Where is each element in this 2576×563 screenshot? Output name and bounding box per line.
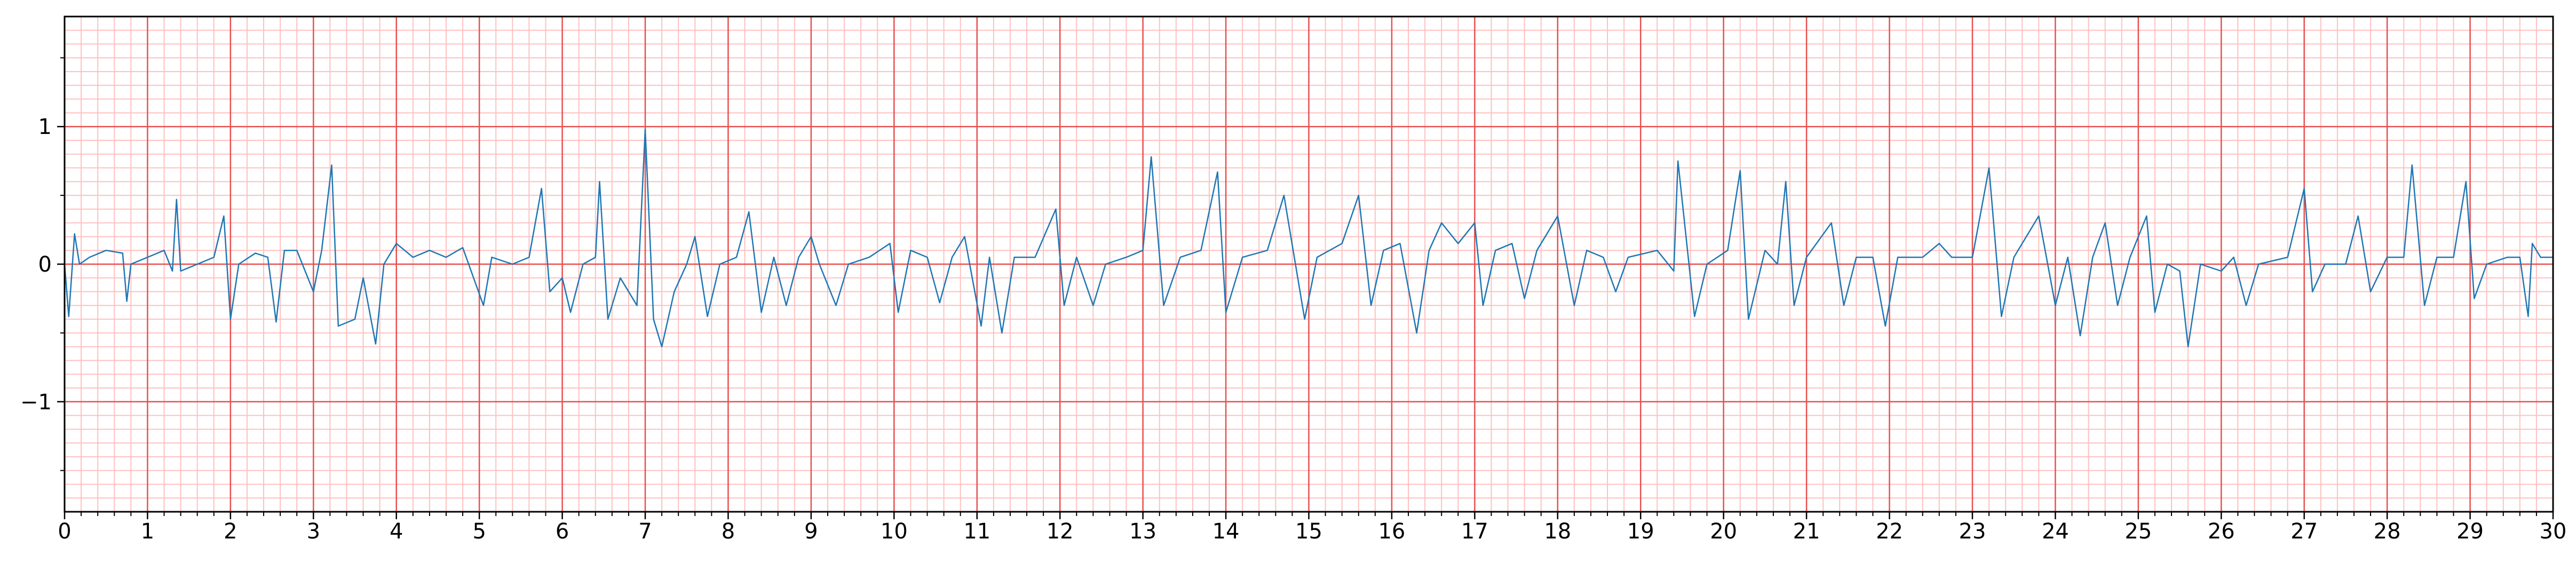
x-tick-label: 16 [1378, 519, 1405, 544]
plot-frame [64, 15, 2554, 513]
x-tick-label: 23 [1959, 519, 1986, 544]
y-tick-label: 1 [38, 115, 52, 139]
y-tick-label: −1 [20, 390, 52, 415]
x-tick-label: 24 [2042, 519, 2069, 544]
x-tick-label: 12 [1047, 519, 1074, 544]
x-tick-label: 8 [722, 519, 735, 544]
x-tick-label: 13 [1129, 519, 1156, 544]
x-tick-label: 6 [556, 519, 569, 544]
x-tick-label: 20 [1710, 519, 1737, 544]
x-tick-label: 5 [472, 519, 486, 544]
x-tick-label: 25 [2125, 519, 2152, 544]
x-tick-label: 1 [141, 519, 154, 544]
x-tick-label: 9 [804, 519, 818, 544]
x-tick-label: 28 [2374, 519, 2401, 544]
x-tick-label: 4 [390, 519, 403, 544]
x-tick-label: 29 [2456, 519, 2484, 544]
x-tick-label: 10 [881, 519, 908, 544]
x-tick-label: 11 [963, 519, 990, 544]
x-tick-label: 3 [307, 519, 320, 544]
x-tick-label: 22 [1876, 519, 1903, 544]
x-tick-label: 21 [1793, 519, 1820, 544]
x-tick-label: 27 [2290, 519, 2318, 544]
x-tick-label: 19 [1627, 519, 1654, 544]
x-tick-label: 0 [58, 519, 71, 544]
x-tick-label: 14 [1212, 519, 1240, 544]
x-tick-label: 15 [1295, 519, 1322, 544]
x-tick-label: 30 [2540, 519, 2567, 544]
signal-line [64, 129, 2553, 347]
x-tick-label: 26 [2208, 519, 2235, 544]
x-tick-label: 7 [638, 519, 652, 544]
x-tick-label: 18 [1544, 519, 1571, 544]
x-tick-label: 17 [1461, 519, 1488, 544]
y-tick-label: 0 [38, 252, 52, 277]
x-tick-label: 2 [224, 519, 237, 544]
